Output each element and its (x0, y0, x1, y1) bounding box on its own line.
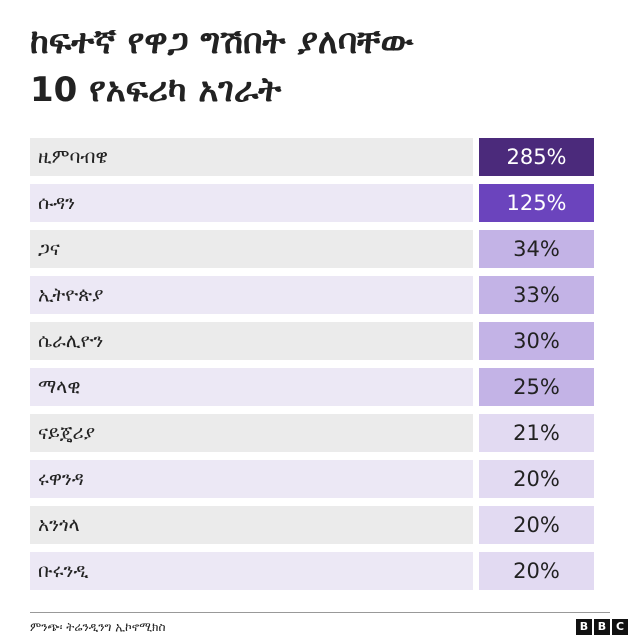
country-cell: አንጎላ (30, 506, 473, 544)
country-cell: ዚምባብዌ (30, 138, 473, 176)
value-cell: 125% (479, 184, 594, 222)
bbc-logo-letter: B (594, 619, 610, 635)
value-cell: 20% (479, 460, 594, 498)
table-row: ናይጄሪያ 21% (30, 414, 594, 452)
table-row: ማላዊ 25% (30, 368, 594, 406)
country-cell: ሱዳን (30, 184, 473, 222)
title-line: ከፍተኛ የዋጋ ግሽበት ያለባቸው (30, 22, 414, 62)
value-cell: 30% (479, 322, 594, 360)
country-cell: ኢትዮጵያ (30, 276, 473, 314)
source: ምንጭ፡ ትሬንዲንግ ኢኮኖሚክስ (30, 620, 166, 634)
value-cell: 34% (479, 230, 594, 268)
bbc-logo-letter: C (612, 619, 628, 635)
table-row: ሱዳን 125% (30, 184, 594, 222)
footer-rule (30, 612, 610, 613)
table-row: ቡሩንዲ 20% (30, 552, 594, 590)
bbc-logo-letter: B (576, 619, 592, 635)
country-cell: ቡሩንዲ (30, 552, 473, 590)
table-row: ጋና 34% (30, 230, 594, 268)
table-row: አንጎላ 20% (30, 506, 594, 544)
value-cell: 20% (479, 506, 594, 544)
country-cell: ሴራሊዮን (30, 322, 473, 360)
value-cell: 285% (479, 138, 594, 176)
country-cell: ማላዊ (30, 368, 473, 406)
title-line: 10 የአፍሪካ አገራት (30, 70, 282, 110)
value-cell: 33% (479, 276, 594, 314)
table-row: ዚምባብዌ 285% (30, 138, 594, 176)
country-cell: ሩዋንዳ (30, 460, 473, 498)
table-row: ሴራሊዮን 30% (30, 322, 594, 360)
value-cell: 20% (479, 552, 594, 590)
value-cell: 25% (479, 368, 594, 406)
country-cell: ናይጄሪያ (30, 414, 473, 452)
table-row: ሩዋንዳ 20% (30, 460, 594, 498)
country-cell: ጋና (30, 230, 473, 268)
value-cell: 21% (479, 414, 594, 452)
table-row: ኢትዮጵያ 33% (30, 276, 594, 314)
